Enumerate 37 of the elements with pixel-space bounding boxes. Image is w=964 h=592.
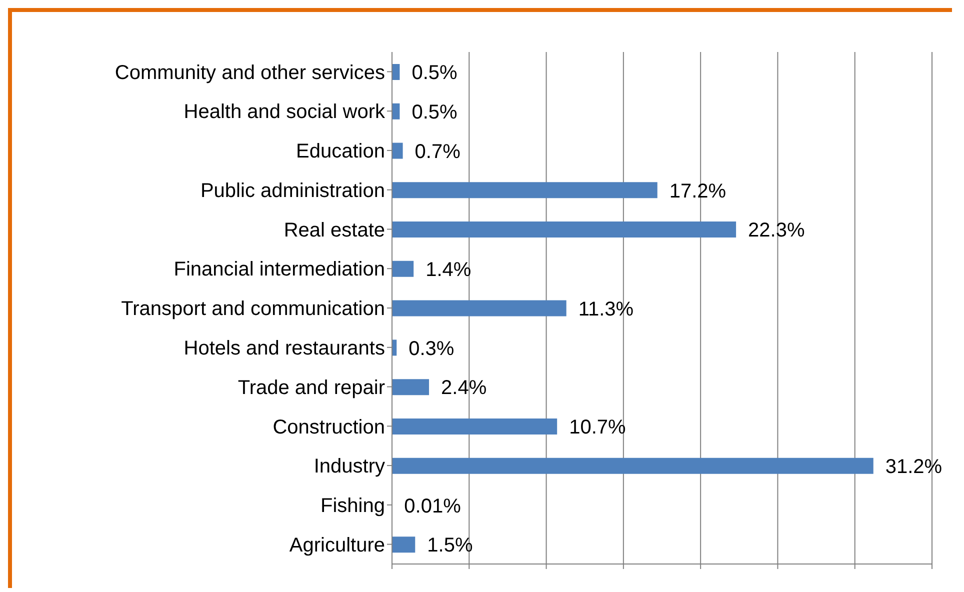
- data-label: 1.5%: [427, 534, 473, 557]
- data-label: 0.5%: [412, 101, 458, 124]
- data-label: 31.2%: [885, 456, 942, 478]
- y-tick-label: Education: [296, 140, 385, 163]
- y-tick-label: Financial intermediation: [174, 258, 385, 281]
- bar: [392, 182, 658, 198]
- y-tick-label: Real estate: [284, 219, 385, 242]
- bar: [392, 64, 400, 80]
- data-label: 0.3%: [408, 338, 454, 360]
- y-tick-label: Community and other services: [114, 62, 385, 84]
- y-tick-label: Construction: [272, 416, 385, 438]
- bar: [392, 418, 558, 434]
- data-label: 0.01%: [404, 495, 462, 518]
- bar: [392, 103, 400, 120]
- data-label: 10.7%: [569, 416, 626, 439]
- bar: [392, 536, 416, 553]
- bar: [392, 260, 414, 277]
- bar: [392, 222, 736, 238]
- y-tick-label: Hotels and restaurants: [184, 337, 385, 360]
- data-label: 0.5%: [412, 62, 458, 84]
- data-label: 11.3%: [578, 298, 634, 320]
- data-label: 22.3%: [748, 220, 805, 242]
- y-tick-label: Transport and communication: [121, 298, 385, 320]
- bar: [392, 142, 403, 159]
- y-tick-label: Agriculture: [289, 534, 385, 556]
- y-tick-label: Fishing: [320, 495, 385, 518]
- data-label: 1.4%: [426, 259, 472, 282]
- y-tick-label: Industry: [314, 456, 385, 478]
- y-tick-label: Trade and repair: [238, 376, 386, 399]
- y-tick-label: Health and social work: [184, 101, 386, 124]
- bar: [392, 458, 874, 474]
- bar: [392, 379, 430, 396]
- data-label: 2.4%: [441, 377, 487, 400]
- data-label: 17.2%: [669, 180, 726, 202]
- bar: [392, 300, 566, 316]
- data-label: 0.7%: [414, 140, 461, 163]
- y-tick-label: Public administration: [200, 180, 385, 202]
